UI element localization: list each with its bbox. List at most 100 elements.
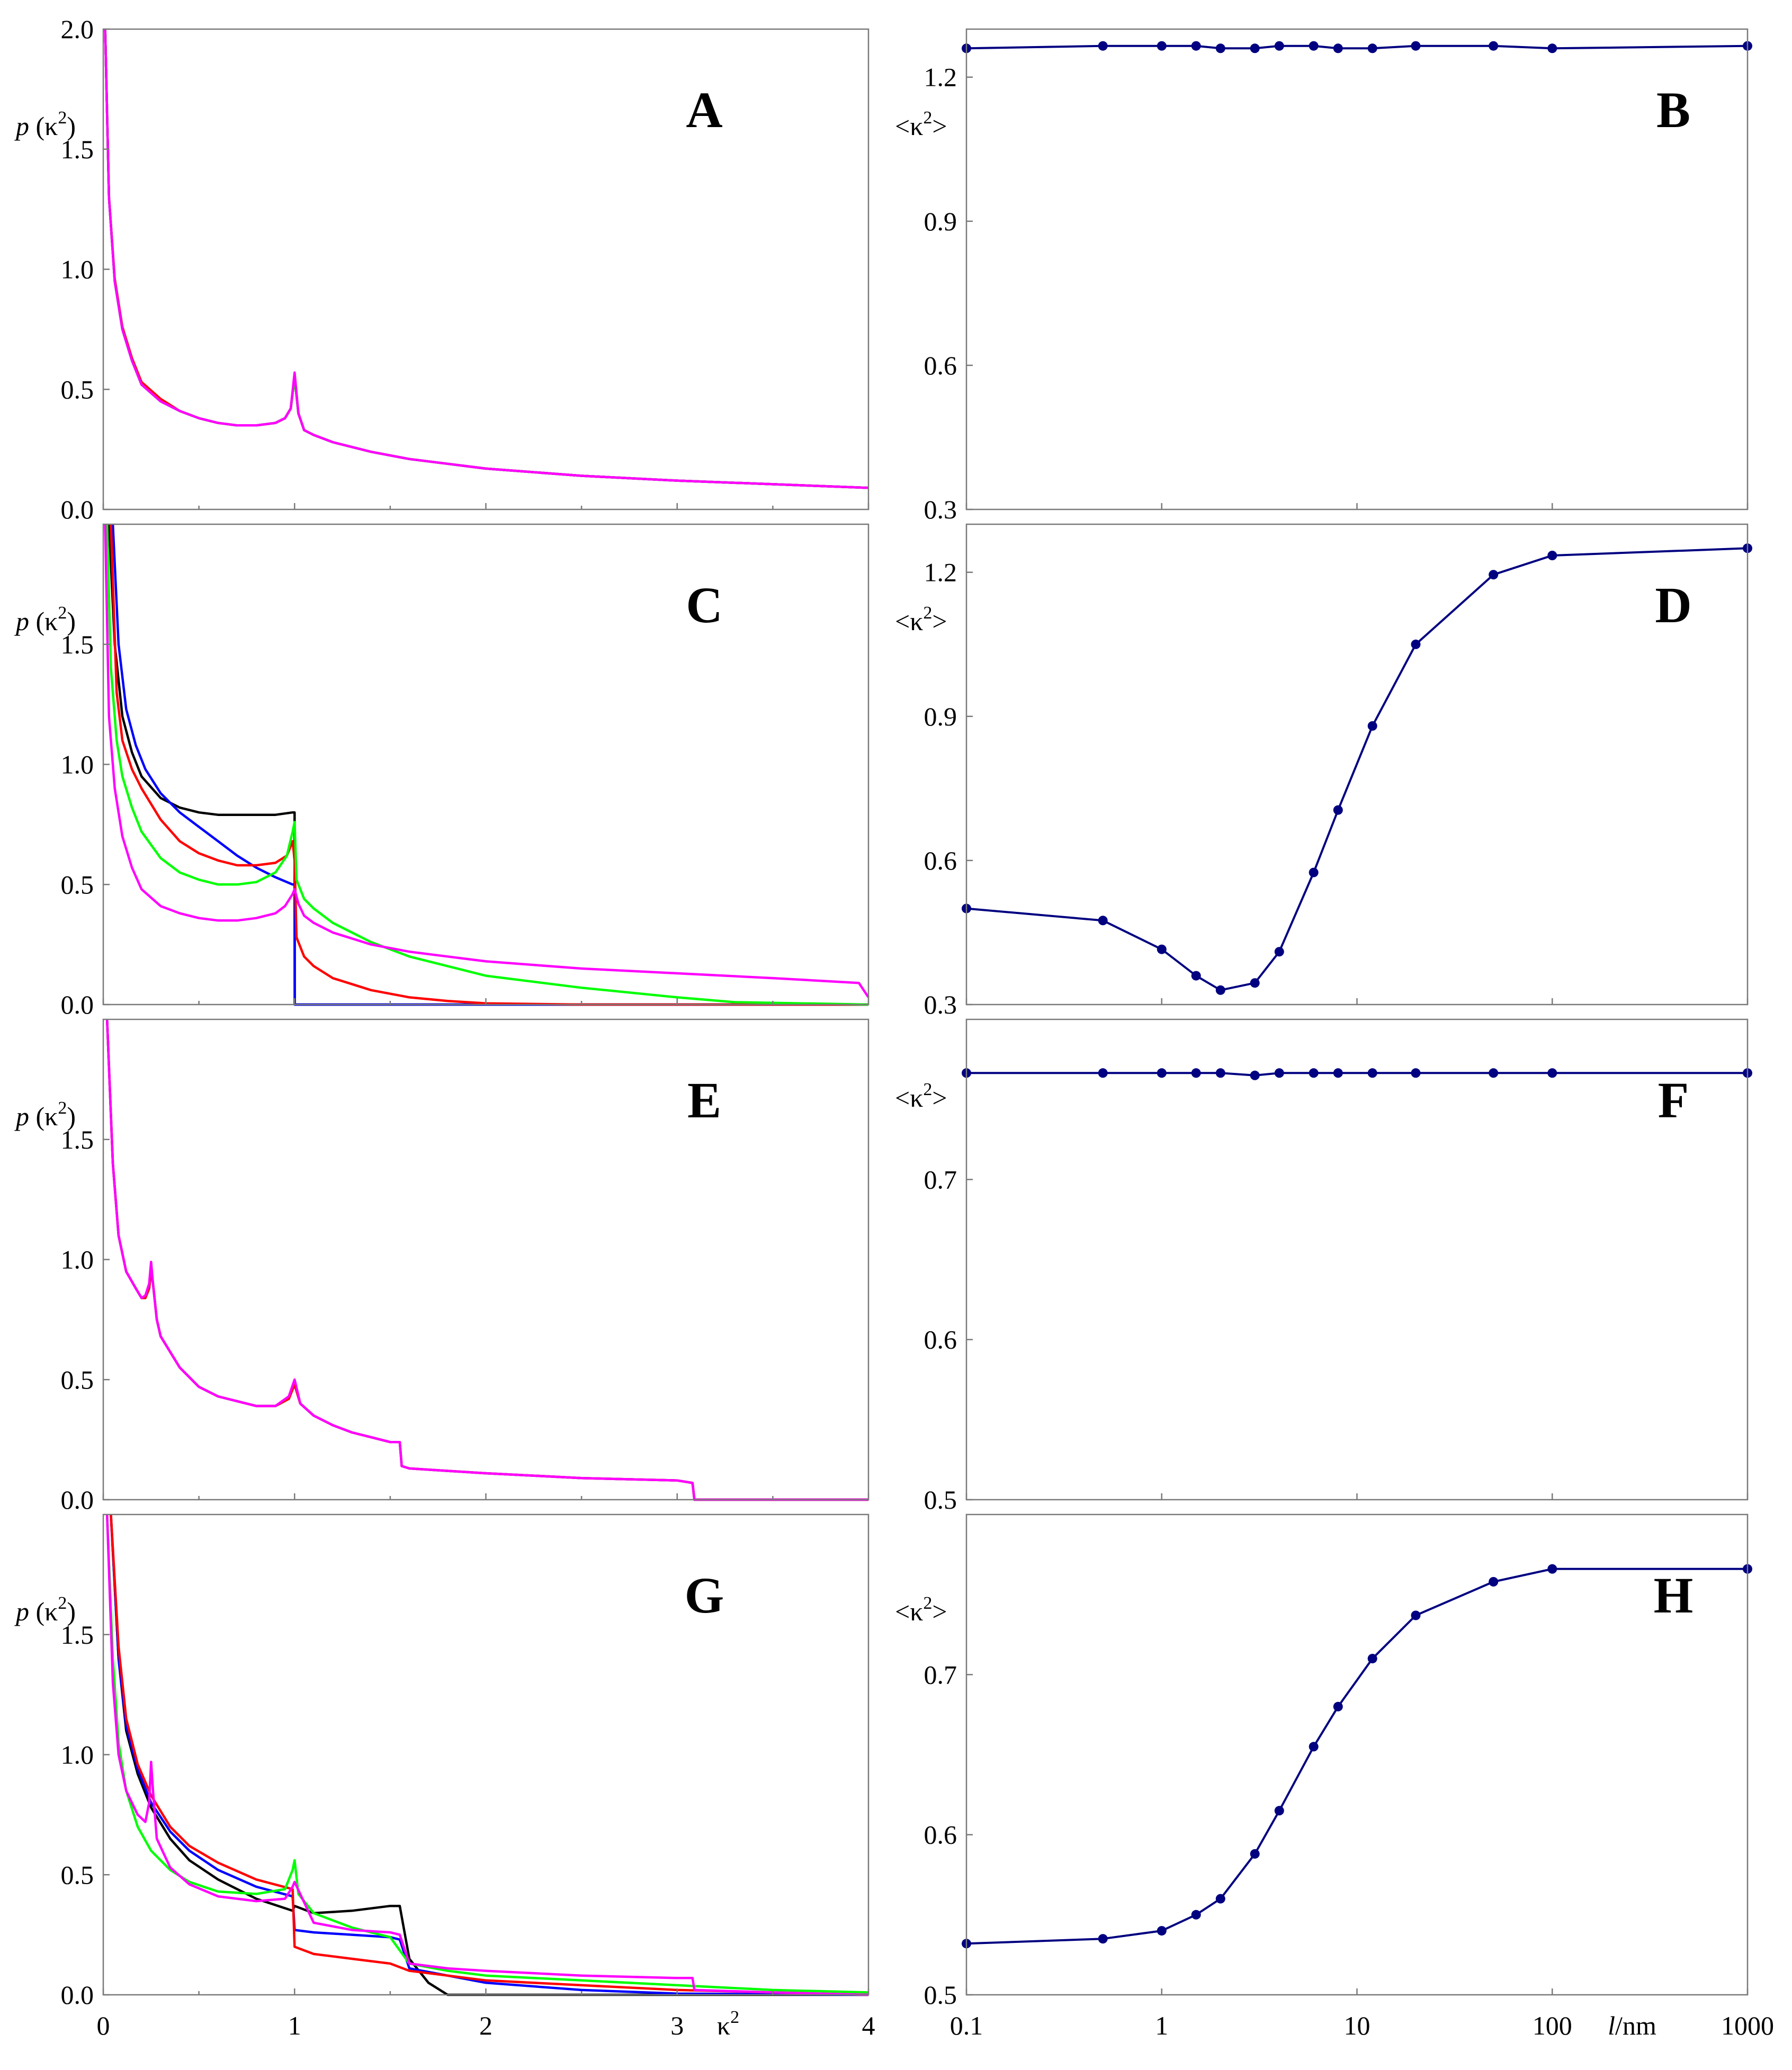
y-axis-label: p (κ2): [14, 603, 76, 636]
y-label-open: (κ: [29, 111, 58, 141]
data-point-h: [1274, 1806, 1284, 1816]
panel-letter: H: [1654, 1567, 1694, 1624]
y-label-close: >: [932, 1083, 947, 1113]
panel-f: 0.5 0.6 0.7 F <κ2>: [895, 1018, 1752, 1515]
panel-g: 0.00.51.01.50 1 2 3 4Gp (κ2)κ2: [14, 1513, 875, 2040]
y-label-close: ): [67, 1597, 76, 1626]
panel-c: 0.0 0.5 1.0 1.5 Cp (κ2): [14, 523, 870, 1019]
y-tick-label: 0.5: [61, 1860, 94, 1889]
x-label-l: l: [1608, 2011, 1615, 2040]
series-line-d-mean: [966, 547, 1748, 991]
y-tick-label: 0.0: [61, 495, 94, 524]
data-point-d: [1215, 985, 1225, 995]
data-point-d: [1489, 570, 1499, 580]
data-point-h: [1547, 1564, 1557, 1574]
series-line-e-magenta: [105, 1019, 868, 1501]
y-axis-label: <κ2>: [895, 1080, 947, 1113]
x-tick-label: 100: [1533, 2011, 1572, 2040]
series-line-g-green: [105, 1514, 869, 1994]
data-point-f: [1215, 1068, 1225, 1078]
panel-e: 0.0 0.5 1.0 1.5 Ep (κ2): [14, 1018, 870, 1515]
series-line-g-red: [110, 1514, 869, 1996]
series-line-c-blue: [111, 524, 868, 1006]
panel-letter: C: [686, 577, 722, 633]
data-point-f: [1309, 1068, 1319, 1078]
y-tick-label: 0.5: [61, 374, 94, 404]
data-point-b: [1333, 43, 1343, 53]
panel-letter: F: [1658, 1072, 1689, 1128]
data-point-f: [1157, 1068, 1167, 1078]
y-tick-label: 0.0: [61, 1980, 94, 2010]
y-label-close: >: [932, 111, 947, 141]
series-line-e-blue: [105, 1019, 868, 1501]
series-line-a-red: [104, 29, 869, 489]
y-label-open: (κ: [29, 606, 58, 636]
y-label-p: p: [14, 1101, 29, 1131]
y-tick-label: 1.5: [61, 1620, 94, 1650]
y-label-open: (κ: [29, 1597, 58, 1626]
y-tick-label: 0.7: [924, 1164, 957, 1194]
y-label-sup: 2: [923, 603, 932, 623]
y-tick-label: 1.0: [61, 750, 94, 779]
y-label-sup: 2: [58, 108, 67, 128]
data-point-d: [1333, 805, 1343, 815]
panel-d: 0.3 0.6 0.9 1.2 D <κ2>: [895, 523, 1752, 1019]
y-tick-label: 1.2: [924, 62, 957, 92]
y-tick-label: 0.0: [61, 990, 94, 1019]
series-line-c-red: [110, 524, 868, 1006]
data-point-d: [1274, 947, 1284, 957]
data-point-f: [1411, 1068, 1421, 1078]
data-point-f: [1333, 1068, 1343, 1078]
y-label-open: <κ: [895, 1083, 923, 1113]
data-point-b: [1191, 41, 1201, 51]
x-tick-label: 0.1: [950, 2011, 983, 2040]
y-label-open: <κ: [895, 1597, 923, 1626]
plot-frame-e: [102, 1018, 870, 1501]
x-tick-label: 1: [288, 2011, 301, 2040]
data-point-h: [1250, 1849, 1260, 1859]
y-axis-label: <κ2>: [895, 603, 947, 636]
panel-b: 0.3 0.6 0.9 1.2 B <κ2>: [895, 28, 1752, 524]
x-label-sup: 2: [730, 2008, 739, 2027]
series-line-b-mean: [966, 44, 1748, 50]
data-point-h: [1309, 1742, 1319, 1752]
data-point-b: [1309, 41, 1319, 51]
data-point-d: [1547, 551, 1557, 560]
data-point-b: [1489, 41, 1499, 51]
series-line-f-mean: [966, 1072, 1748, 1077]
y-label-close: >: [932, 606, 947, 636]
data-point-f: [1274, 1068, 1284, 1078]
data-point-d: [1098, 916, 1108, 926]
y-tick-label: 1.0: [61, 1245, 94, 1275]
y-axis-label: p (κ2): [14, 108, 76, 141]
series-line-a-blue: [104, 29, 869, 489]
y-tick-label: 1.5: [61, 135, 94, 164]
y-label-close: ): [67, 606, 76, 636]
series-line-c-magenta: [104, 524, 870, 998]
y-label-p: p: [14, 111, 29, 141]
data-point-h: [1367, 1654, 1377, 1664]
plot-frame-h: [965, 1513, 1749, 1996]
data-point-b: [1411, 41, 1421, 51]
y-tick-label: 1.0: [61, 1740, 94, 1770]
series-line-c-green: [105, 524, 869, 1006]
data-point-b: [1215, 43, 1225, 53]
series-line-g-black: [110, 1514, 868, 1996]
data-point-f: [1191, 1068, 1201, 1078]
y-tick-label: 1.5: [61, 1125, 94, 1154]
x-tick-label: 10: [1344, 2011, 1370, 2040]
series-line-e-red: [105, 1019, 868, 1501]
data-point-f: [1098, 1068, 1108, 1078]
data-point-d: [1367, 721, 1377, 731]
y-label-p: p: [14, 1597, 29, 1626]
x-tick-label: 4: [862, 2011, 875, 2040]
y-tick-label: 0.9: [924, 702, 957, 731]
y-label-sup: 2: [58, 603, 67, 623]
y-tick-label: 0.0: [61, 1485, 94, 1515]
y-label-close: ): [67, 1101, 76, 1131]
x-label-kappa: κ: [717, 2011, 730, 2040]
data-point-f: [1547, 1068, 1557, 1078]
panel-a: 0.0 0.5 1.0 1.5 2.0 Ap (κ2): [14, 14, 870, 524]
plot-frame-c: [102, 523, 870, 1006]
